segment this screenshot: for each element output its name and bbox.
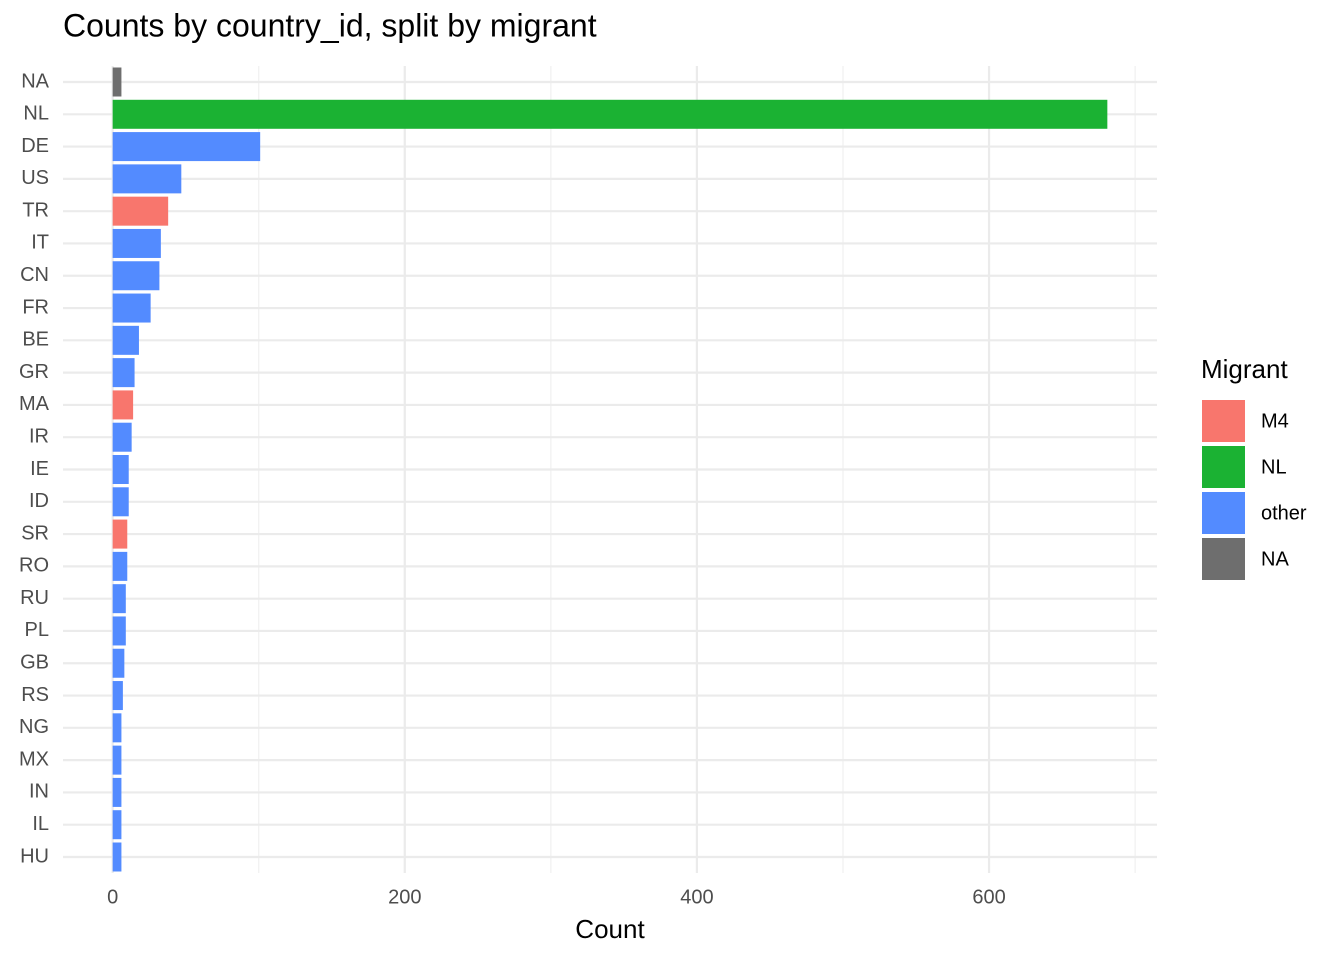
bar [112, 810, 122, 840]
x-tick-label: 200 [388, 886, 421, 908]
y-tick-label: IL [32, 813, 49, 835]
bar [112, 842, 122, 872]
bar [112, 196, 169, 226]
y-tick-label: DE [21, 135, 49, 157]
bar [112, 261, 160, 291]
legend-label: NA [1261, 548, 1289, 570]
bar [112, 584, 126, 614]
legend-key [1202, 400, 1245, 442]
bar [112, 358, 135, 388]
bar [112, 681, 123, 711]
bar [112, 390, 134, 420]
y-tick-label: RS [21, 684, 49, 706]
y-tick-label: FR [22, 296, 49, 318]
bar [112, 293, 151, 323]
bar [112, 455, 129, 484]
bar [112, 487, 129, 517]
y-tick-label: RO [19, 555, 49, 577]
bar [112, 519, 128, 549]
bar [112, 132, 261, 162]
y-tick-label: NG [19, 716, 49, 738]
legend-key [1202, 446, 1245, 488]
legend-title: Migrant [1201, 354, 1288, 384]
legend-label: other [1261, 502, 1307, 524]
x-tick-label: 400 [680, 886, 713, 908]
bar [112, 551, 128, 581]
legend-label: M4 [1261, 410, 1289, 432]
y-tick-label: MX [19, 748, 49, 770]
bar [112, 228, 161, 258]
y-tick-label: IT [31, 232, 49, 254]
y-tick-label: BE [22, 329, 49, 351]
y-tick-label: NA [21, 70, 49, 92]
y-tick-label: TR [22, 199, 49, 221]
y-tick-label: ID [29, 490, 49, 512]
x-axis-title: Count [575, 914, 645, 944]
bar [112, 616, 126, 646]
y-tick-label: US [21, 167, 49, 189]
chart-title: Counts by country_id, split by migrant [63, 7, 597, 43]
y-tick-label: GR [19, 361, 49, 383]
legend-key [1202, 538, 1245, 580]
x-tick-label: 0 [107, 886, 118, 908]
bar [112, 99, 1108, 129]
y-tick-label: HU [20, 845, 49, 867]
y-tick-label: IR [29, 425, 49, 447]
bar [112, 67, 122, 97]
bar [112, 648, 125, 678]
y-tick-label: IN [29, 781, 49, 803]
legend-label: NL [1261, 456, 1287, 478]
y-tick-label: RU [20, 587, 49, 609]
y-tick-label: MA [19, 393, 50, 415]
y-tick-label: IE [30, 458, 49, 480]
bar [112, 745, 122, 775]
y-tick-label: PL [25, 619, 49, 641]
legend-key [1202, 492, 1245, 534]
bar [112, 422, 132, 452]
bar [112, 325, 139, 355]
x-tick-label: 600 [972, 886, 1005, 908]
y-tick-label: SR [21, 522, 49, 544]
y-tick-label: CN [20, 264, 49, 286]
bar [112, 713, 122, 743]
bar [112, 777, 122, 807]
y-tick-label: NL [23, 103, 49, 125]
bar [112, 164, 182, 194]
y-tick-label: GB [20, 652, 49, 674]
